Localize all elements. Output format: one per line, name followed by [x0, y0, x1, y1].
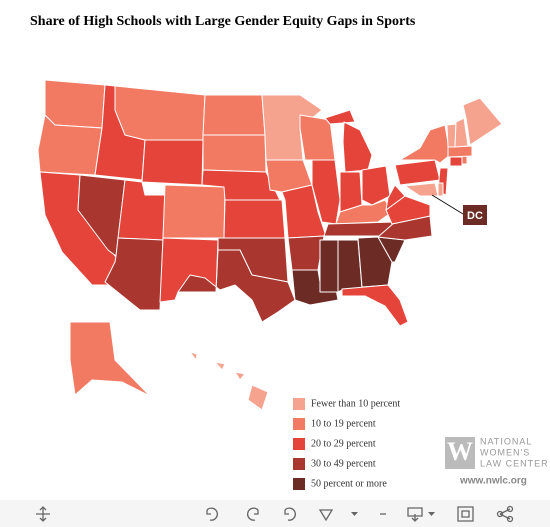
legend-label: Fewer than 10 percent [311, 398, 400, 409]
share-node[interactable] [506, 515, 514, 523]
logo-url: www.nwlc.org [459, 476, 527, 487]
legend-swatch [293, 438, 305, 450]
state[interactable] [394, 159, 441, 186]
legend-swatch [293, 418, 305, 430]
logo-letter: W [447, 437, 473, 466]
legend-label: 20 to 29 percent [311, 438, 376, 449]
state[interactable] [223, 199, 286, 239]
state[interactable] [461, 155, 468, 165]
logo-line: WOMEN'S [480, 447, 530, 457]
state[interactable] [454, 117, 469, 148]
share-node[interactable] [496, 510, 504, 518]
undo-icon[interactable] [206, 507, 218, 521]
state[interactable] [44, 79, 106, 129]
state[interactable] [287, 235, 325, 271]
state[interactable] [261, 94, 323, 161]
state[interactable] [69, 321, 151, 397]
states [37, 79, 503, 411]
legend-swatch [293, 458, 305, 470]
share-node[interactable] [506, 505, 514, 513]
state[interactable] [404, 182, 439, 197]
share-icon[interactable] [499, 508, 511, 520]
filter-icon[interactable] [318, 509, 334, 522]
logo-line: LAW CENTER [480, 458, 549, 468]
legend-swatch [293, 478, 305, 490]
reset-icon[interactable] [284, 507, 296, 521]
dropdown-icon[interactable] [428, 512, 435, 516]
state[interactable] [341, 284, 409, 327]
dc-label: DC [467, 210, 483, 222]
toolbar [0, 500, 550, 527]
legend: Fewer than 10 percent 10 to 19 percent 20 … [293, 398, 400, 490]
state[interactable] [114, 85, 206, 141]
state[interactable] [202, 134, 267, 173]
dc-leader [431, 194, 464, 215]
state[interactable] [202, 94, 266, 136]
state[interactable] [141, 139, 204, 186]
state[interactable] [162, 184, 226, 239]
state[interactable] [399, 124, 451, 164]
state[interactable] [77, 174, 126, 257]
state[interactable] [361, 165, 391, 206]
dropdown-icon[interactable] [351, 512, 358, 516]
dc-box [463, 205, 487, 225]
download-icon[interactable] [407, 507, 423, 522]
logo-mark [445, 437, 475, 469]
state[interactable] [437, 182, 444, 197]
fullscreen-icon[interactable] [457, 506, 474, 522]
state[interactable] [177, 249, 296, 323]
state[interactable] [357, 236, 393, 288]
state[interactable] [117, 179, 166, 241]
legend-swatch [293, 398, 305, 410]
toolbar-icons [36, 505, 514, 523]
legend-label: 50 percent or more [311, 478, 387, 489]
state[interactable] [449, 156, 463, 167]
state[interactable] [189, 351, 269, 411]
legend-label: 10 to 19 percent [311, 418, 376, 429]
redo-icon[interactable] [247, 507, 259, 521]
legend-label: 30 to 49 percent [311, 458, 376, 469]
pan-icon[interactable] [36, 506, 50, 522]
state[interactable] [462, 97, 503, 146]
state[interactable] [385, 184, 406, 211]
state[interactable] [319, 239, 339, 293]
logo-line: NATIONAL [480, 436, 532, 446]
map-title: Share of High Schools with Large Gender … [30, 14, 416, 29]
state[interactable] [447, 145, 473, 158]
state[interactable] [335, 199, 393, 225]
